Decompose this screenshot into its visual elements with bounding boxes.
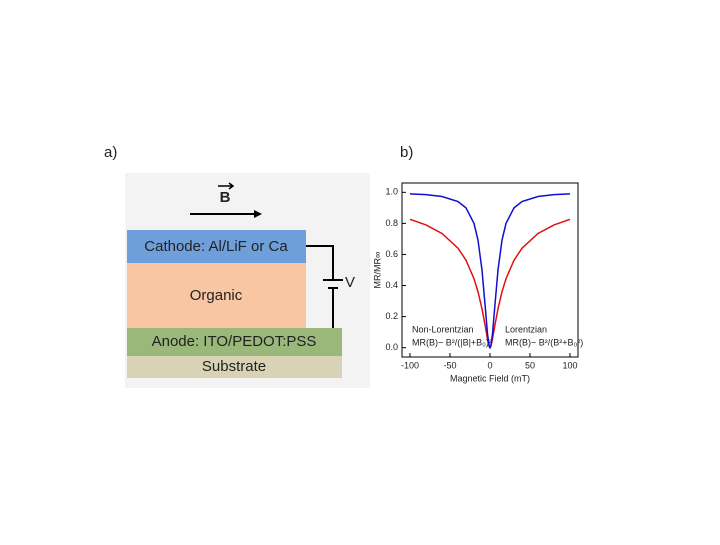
anode-layer <box>127 328 342 356</box>
organic-layer <box>127 263 306 328</box>
y-tick-label: 0.4 <box>385 280 398 290</box>
x-tick-label: -50 <box>443 360 456 370</box>
cathode-layer <box>127 230 306 263</box>
field-arrowhead <box>254 210 262 218</box>
legend-label: Non-Lorentzian <box>412 324 474 334</box>
layer-label: Anode: ITO/PEDOT:PSS <box>152 333 317 350</box>
vector-arrow <box>218 182 235 190</box>
x-tick-label: -100 <box>401 360 419 370</box>
panel-label: b) <box>400 144 413 161</box>
layer-label: Substrate <box>202 358 266 375</box>
x-tick-label: 0 <box>487 360 492 370</box>
y-tick-label: 0.2 <box>385 311 398 321</box>
x-tick-label: 50 <box>525 360 535 370</box>
layer-label: Organic <box>190 287 243 304</box>
y-tick-label: 1.0 <box>385 187 398 197</box>
y-tick-label: 0.0 <box>385 342 398 352</box>
x-tick-label: 100 <box>562 360 577 370</box>
data-line <box>409 193 571 350</box>
legend-label: Lorentzian <box>505 324 547 334</box>
panel-label: a) <box>104 144 117 161</box>
formula-annotation: MR(B)~ B²/(|B|+B₀)² <box>412 337 492 347</box>
voltage-label: V <box>345 274 355 291</box>
y-axis-label: MR/MR∞ <box>372 252 382 289</box>
x-axis-label: Magnetic Field (mT) <box>450 373 530 383</box>
circuit <box>306 245 343 328</box>
chart: 0.0 0.2 0.4 0.6 0.8 1.0 -100 -50 0 50 100 Magnetic … <box>372 182 583 383</box>
field-label: B <box>220 189 231 206</box>
y-tick-label: 0.6 <box>385 249 398 259</box>
y-tick-label: 0.8 <box>385 218 398 228</box>
substrate-layer <box>127 356 342 378</box>
formula-annotation: MR(B)~ B²/(B²+B₀²) <box>505 337 583 347</box>
layer-label: Cathode: Al/LiF or Ca <box>144 238 288 255</box>
